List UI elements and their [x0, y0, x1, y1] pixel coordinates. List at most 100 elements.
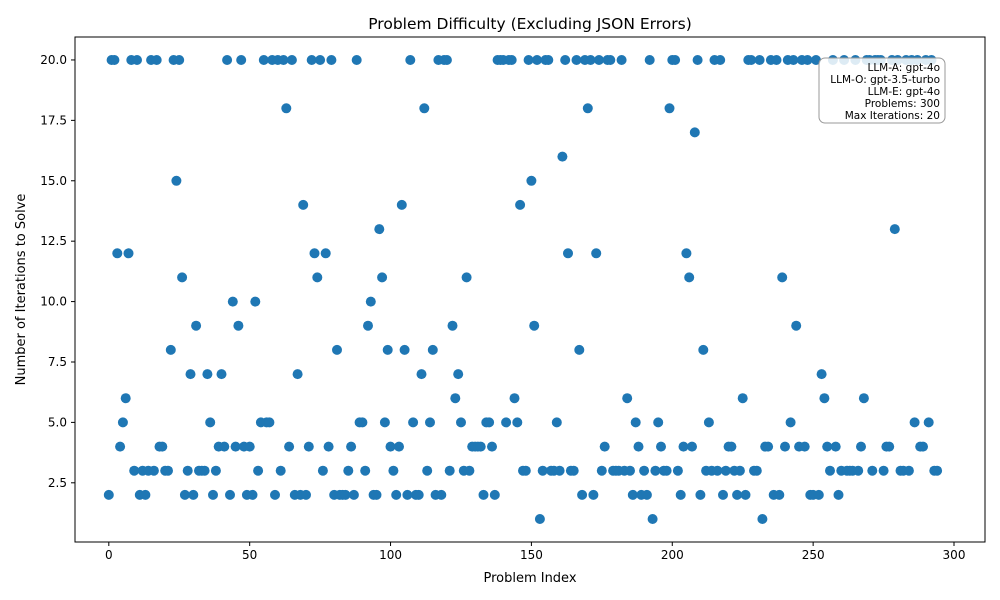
data-point: [687, 441, 697, 452]
data-point: [889, 224, 900, 235]
data-point: [284, 441, 295, 452]
info-line: LLM-O: gpt-3.5-turbo: [830, 74, 940, 86]
data-point: [222, 55, 233, 65]
data-point: [444, 465, 455, 476]
x-tick-label: 300: [943, 548, 966, 562]
data-point: [399, 344, 410, 355]
data-point: [596, 465, 607, 476]
data-point: [413, 489, 424, 500]
data-point: [630, 417, 641, 428]
data-point: [478, 489, 489, 500]
info-line: Max Iterations: 20: [845, 110, 940, 122]
data-point: [174, 55, 185, 65]
data-point: [115, 441, 126, 452]
data-point: [303, 441, 314, 452]
data-point: [757, 514, 768, 524]
data-point: [182, 465, 193, 476]
data-point: [233, 320, 244, 331]
data-point: [419, 103, 430, 114]
data-point: [360, 465, 371, 476]
data-point: [188, 489, 199, 500]
data-point: [675, 489, 686, 500]
y-axis-label: Number of Iterations to Solve: [14, 194, 29, 386]
data-point: [557, 151, 568, 162]
data-point: [523, 55, 534, 65]
data-point: [275, 465, 286, 476]
x-axis-label: Problem Index: [483, 571, 576, 586]
data-point: [754, 55, 765, 65]
data-point: [720, 465, 731, 476]
info-line: LLM-A: gpt-4o: [867, 62, 940, 74]
data-point: [909, 417, 920, 428]
data-point: [103, 489, 114, 500]
data-point: [703, 417, 714, 428]
data-point: [278, 55, 289, 65]
data-point: [923, 417, 934, 428]
data-point: [653, 417, 664, 428]
data-point: [450, 393, 461, 404]
data-point: [639, 465, 650, 476]
data-point: [715, 55, 726, 65]
data-point: [140, 489, 151, 500]
data-point: [512, 417, 523, 428]
data-point: [394, 441, 404, 452]
data-point: [447, 320, 458, 331]
data-point: [205, 417, 216, 428]
data-point: [281, 103, 292, 114]
data-point: [819, 393, 830, 404]
data-point: [740, 489, 751, 500]
data-point: [422, 465, 433, 476]
data-point: [391, 489, 402, 500]
data-point: [515, 199, 526, 210]
data-point: [461, 272, 472, 283]
data-point: [250, 296, 261, 307]
data-point: [230, 441, 241, 452]
data-point: [216, 369, 227, 380]
y-tick-label: 7.5: [48, 355, 67, 369]
data-point: [489, 489, 500, 500]
data-point: [746, 55, 757, 65]
data-point: [650, 465, 661, 476]
data-point: [247, 489, 258, 500]
data-point: [554, 465, 565, 476]
data-point: [802, 55, 813, 65]
data-point: [822, 441, 833, 452]
data-point: [771, 55, 782, 65]
data-point: [692, 55, 703, 65]
data-point: [718, 489, 728, 500]
data-point: [785, 417, 796, 428]
data-point: [408, 417, 419, 428]
data-point: [340, 489, 351, 500]
data-point: [298, 199, 309, 210]
data-point: [270, 489, 280, 500]
data-point: [884, 441, 895, 452]
data-point: [326, 55, 337, 65]
data-point: [698, 344, 709, 355]
data-point: [332, 344, 342, 355]
data-point: [365, 296, 376, 307]
data-point: [301, 489, 311, 500]
data-point: [120, 393, 131, 404]
data-point: [208, 489, 218, 500]
x-tick-label: 50: [242, 548, 257, 562]
x-tick-label: 200: [661, 548, 684, 562]
data-point: [647, 514, 658, 524]
data-point: [594, 55, 604, 65]
data-point: [456, 417, 466, 428]
y-tick-label: 2.5: [48, 476, 67, 490]
data-point: [312, 272, 323, 283]
data-point: [763, 441, 774, 452]
data-point: [227, 296, 238, 307]
data-point: [672, 465, 683, 476]
data-point: [670, 55, 681, 65]
data-point: [501, 417, 512, 428]
data-point: [605, 55, 616, 65]
data-point: [625, 465, 635, 476]
data-point: [661, 465, 672, 476]
data-point: [343, 465, 354, 476]
data-point: [591, 248, 602, 259]
y-tick-label: 20.0: [40, 53, 67, 67]
data-point: [258, 55, 269, 65]
data-point: [774, 489, 785, 500]
data-point: [405, 55, 416, 65]
